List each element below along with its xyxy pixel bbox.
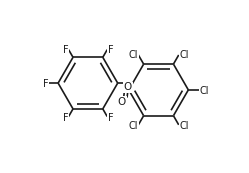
Text: Cl: Cl [199,86,209,96]
Text: O: O [124,83,132,93]
Text: Cl: Cl [128,50,138,60]
Text: Cl: Cl [179,50,188,60]
Text: F: F [62,45,68,55]
Text: Cl: Cl [128,121,138,131]
Text: F: F [62,113,68,123]
Text: F: F [108,45,113,55]
Text: F: F [108,113,113,123]
Text: O: O [118,97,126,107]
Text: F: F [43,79,49,89]
Text: Cl: Cl [179,121,188,131]
